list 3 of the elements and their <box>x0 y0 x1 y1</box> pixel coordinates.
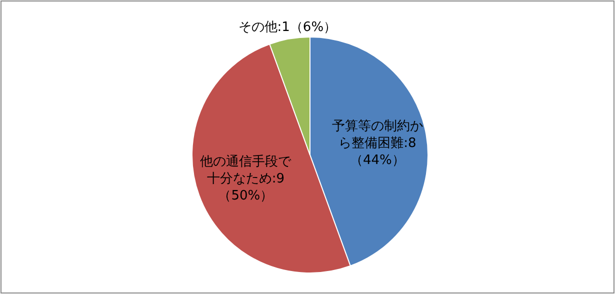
slice-label: 予算等の制約から整備困難:8 （44%） <box>332 118 423 168</box>
slice-label: 他の通信手段で十分なため:9 （50%） <box>200 154 292 203</box>
slice-label: その他:1（6%） <box>238 19 337 34</box>
